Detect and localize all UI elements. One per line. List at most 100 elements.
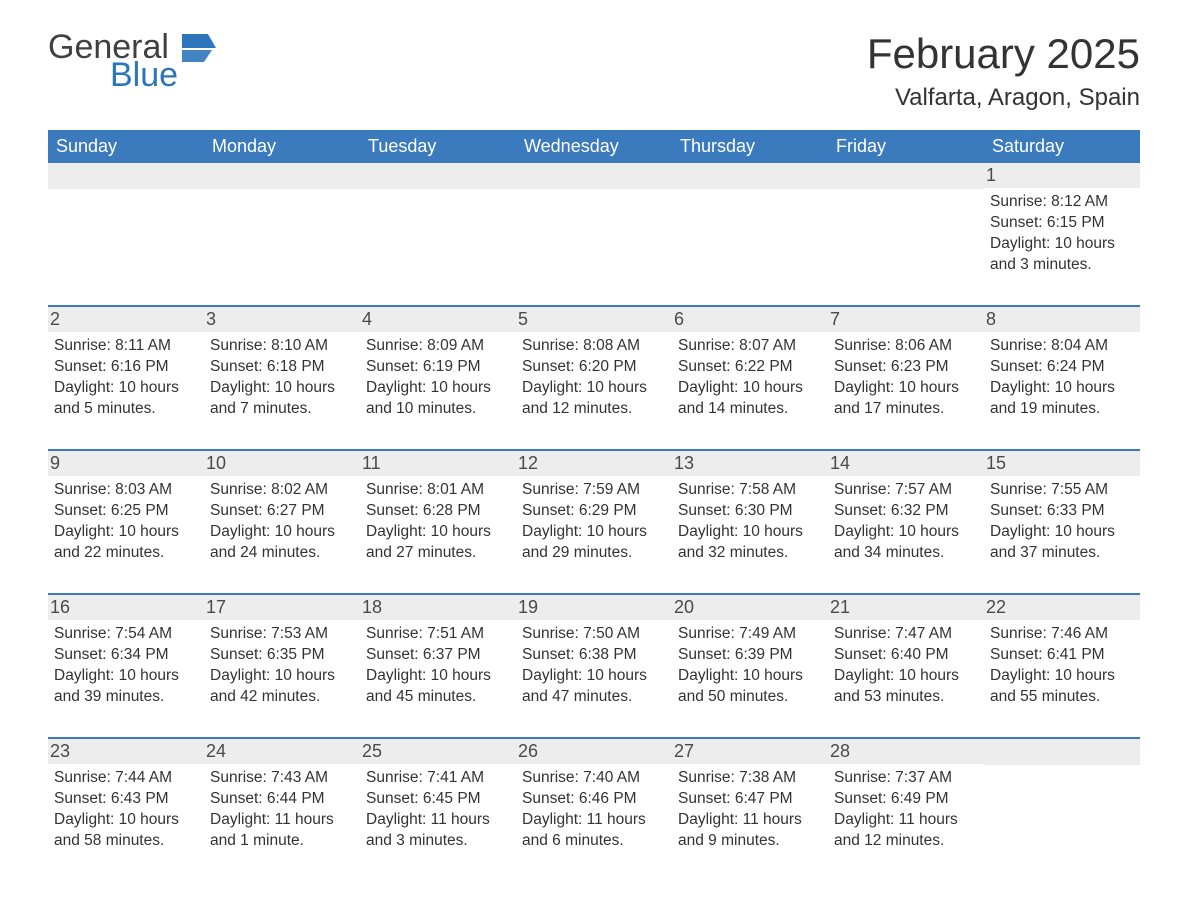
week-row: 2Sunrise: 8:11 AMSunset: 6:16 PMDaylight… <box>48 305 1140 427</box>
date-number <box>360 163 516 189</box>
day-header-cell: Friday <box>828 130 984 163</box>
calendar-cell <box>828 163 984 283</box>
date-number <box>516 163 672 189</box>
daylight-text: Daylight: 10 hours and 24 minutes. <box>210 522 352 564</box>
sunset-text: Sunset: 6:20 PM <box>522 357 664 378</box>
date-number: 24 <box>204 739 360 764</box>
sunset-text: Sunset: 6:15 PM <box>990 213 1132 234</box>
sunrise-text: Sunrise: 7:40 AM <box>522 768 664 789</box>
date-number: 26 <box>516 739 672 764</box>
calendar-cell <box>204 163 360 283</box>
sunrise-text: Sunrise: 7:51 AM <box>366 624 508 645</box>
date-number <box>672 163 828 189</box>
date-number: 4 <box>360 307 516 332</box>
sunset-text: Sunset: 6:43 PM <box>54 789 196 810</box>
daylight-text: Daylight: 10 hours and 7 minutes. <box>210 378 352 420</box>
day-info: Sunrise: 8:09 AMSunset: 6:19 PMDaylight:… <box>364 336 508 420</box>
sunset-text: Sunset: 6:33 PM <box>990 501 1132 522</box>
day-header-cell: Monday <box>204 130 360 163</box>
calendar-cell: 27Sunrise: 7:38 AMSunset: 6:47 PMDayligh… <box>672 739 828 859</box>
weeks-container: 1Sunrise: 8:12 AMSunset: 6:15 PMDaylight… <box>48 163 1140 859</box>
sunrise-text: Sunrise: 7:55 AM <box>990 480 1132 501</box>
week-row: 1Sunrise: 8:12 AMSunset: 6:15 PMDaylight… <box>48 163 1140 283</box>
calendar-cell: 20Sunrise: 7:49 AMSunset: 6:39 PMDayligh… <box>672 595 828 715</box>
sunset-text: Sunset: 6:25 PM <box>54 501 196 522</box>
daylight-text: Daylight: 11 hours and 9 minutes. <box>678 810 820 852</box>
day-info: Sunrise: 7:59 AMSunset: 6:29 PMDaylight:… <box>520 480 664 564</box>
calendar-cell: 28Sunrise: 7:37 AMSunset: 6:49 PMDayligh… <box>828 739 984 859</box>
day-info: Sunrise: 7:50 AMSunset: 6:38 PMDaylight:… <box>520 624 664 708</box>
date-number: 1 <box>984 163 1140 188</box>
sunset-text: Sunset: 6:32 PM <box>834 501 976 522</box>
date-number: 27 <box>672 739 828 764</box>
date-number: 17 <box>204 595 360 620</box>
daylight-text: Daylight: 10 hours and 10 minutes. <box>366 378 508 420</box>
title-block: February 2025 Valfarta, Aragon, Spain <box>867 30 1140 112</box>
date-number <box>48 163 204 189</box>
calendar-cell: 25Sunrise: 7:41 AMSunset: 6:45 PMDayligh… <box>360 739 516 859</box>
header: General Blue February 2025 Valfarta, Ara… <box>48 30 1140 112</box>
sunset-text: Sunset: 6:40 PM <box>834 645 976 666</box>
sunset-text: Sunset: 6:39 PM <box>678 645 820 666</box>
sunrise-text: Sunrise: 8:06 AM <box>834 336 976 357</box>
day-info: Sunrise: 7:54 AMSunset: 6:34 PMDaylight:… <box>52 624 196 708</box>
sunset-text: Sunset: 6:45 PM <box>366 789 508 810</box>
day-header-cell: Saturday <box>984 130 1140 163</box>
sunset-text: Sunset: 6:24 PM <box>990 357 1132 378</box>
daylight-text: Daylight: 11 hours and 12 minutes. <box>834 810 976 852</box>
day-info: Sunrise: 8:11 AMSunset: 6:16 PMDaylight:… <box>52 336 196 420</box>
sunrise-text: Sunrise: 7:53 AM <box>210 624 352 645</box>
calendar-cell: 3Sunrise: 8:10 AMSunset: 6:18 PMDaylight… <box>204 307 360 427</box>
calendar-cell <box>360 163 516 283</box>
daylight-text: Daylight: 10 hours and 45 minutes. <box>366 666 508 708</box>
day-info: Sunrise: 7:58 AMSunset: 6:30 PMDaylight:… <box>676 480 820 564</box>
sunset-text: Sunset: 6:37 PM <box>366 645 508 666</box>
daylight-text: Daylight: 10 hours and 34 minutes. <box>834 522 976 564</box>
daylight-text: Daylight: 10 hours and 14 minutes. <box>678 378 820 420</box>
calendar-cell <box>48 163 204 283</box>
date-number: 21 <box>828 595 984 620</box>
calendar-cell <box>516 163 672 283</box>
calendar-cell <box>672 163 828 283</box>
calendar-cell: 11Sunrise: 8:01 AMSunset: 6:28 PMDayligh… <box>360 451 516 571</box>
calendar-cell: 8Sunrise: 8:04 AMSunset: 6:24 PMDaylight… <box>984 307 1140 427</box>
day-info: Sunrise: 7:44 AMSunset: 6:43 PMDaylight:… <box>52 768 196 852</box>
sunrise-text: Sunrise: 7:59 AM <box>522 480 664 501</box>
date-number: 13 <box>672 451 828 476</box>
sunrise-text: Sunrise: 7:58 AM <box>678 480 820 501</box>
daylight-text: Daylight: 10 hours and 19 minutes. <box>990 378 1132 420</box>
calendar-cell: 6Sunrise: 8:07 AMSunset: 6:22 PMDaylight… <box>672 307 828 427</box>
day-info: Sunrise: 8:10 AMSunset: 6:18 PMDaylight:… <box>208 336 352 420</box>
day-info: Sunrise: 7:46 AMSunset: 6:41 PMDaylight:… <box>988 624 1132 708</box>
daylight-text: Daylight: 11 hours and 3 minutes. <box>366 810 508 852</box>
date-number: 6 <box>672 307 828 332</box>
daylight-text: Daylight: 10 hours and 58 minutes. <box>54 810 196 852</box>
daylight-text: Daylight: 10 hours and 42 minutes. <box>210 666 352 708</box>
day-header-cell: Wednesday <box>516 130 672 163</box>
sunrise-text: Sunrise: 7:49 AM <box>678 624 820 645</box>
sunrise-text: Sunrise: 7:46 AM <box>990 624 1132 645</box>
sunset-text: Sunset: 6:29 PM <box>522 501 664 522</box>
calendar-cell: 13 Sunrise: 7:58 AMSunset: 6:30 PMDayligh… <box>672 451 828 571</box>
daylight-text: Daylight: 10 hours and 29 minutes. <box>522 522 664 564</box>
date-number: 18 <box>360 595 516 620</box>
date-number: 11 <box>360 451 516 476</box>
sunset-text: Sunset: 6:22 PM <box>678 357 820 378</box>
sunrise-text: Sunrise: 8:04 AM <box>990 336 1132 357</box>
calendar-cell: 16 Sunrise: 7:54 AMSunset: 6:34 PMDayligh… <box>48 595 204 715</box>
sunrise-text: Sunrise: 7:57 AM <box>834 480 976 501</box>
month-title: February 2025 <box>867 30 1140 78</box>
sunrise-text: Sunrise: 8:08 AM <box>522 336 664 357</box>
day-info: Sunrise: 8:06 AMSunset: 6:23 PMDaylight:… <box>832 336 976 420</box>
sunrise-text: Sunrise: 7:44 AM <box>54 768 196 789</box>
daylight-text: Daylight: 10 hours and 12 minutes. <box>522 378 664 420</box>
calendar-cell <box>984 739 1140 859</box>
daylight-text: Daylight: 11 hours and 6 minutes. <box>522 810 664 852</box>
day-info: Sunrise: 7:49 AMSunset: 6:39 PMDaylight:… <box>676 624 820 708</box>
date-number: 14 <box>828 451 984 476</box>
logo: General Blue <box>48 30 216 92</box>
date-number: 16 <box>48 595 204 620</box>
week-row: 23Sunrise: 7:44 AMSunset: 6:43 PMDayligh… <box>48 737 1140 859</box>
day-info: Sunrise: 7:40 AMSunset: 6:46 PMDaylight:… <box>520 768 664 852</box>
day-info: Sunrise: 7:53 AMSunset: 6:35 PMDaylight:… <box>208 624 352 708</box>
